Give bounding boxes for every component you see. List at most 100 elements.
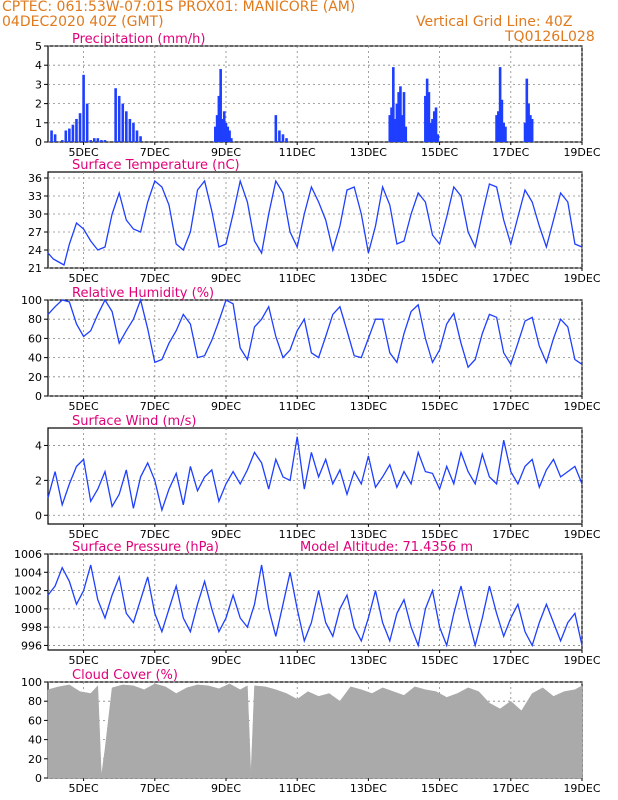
precip-bar (89, 140, 93, 142)
precip-bar (285, 138, 288, 142)
y-tick-label: 3 (35, 78, 42, 91)
x-tick-label: 19DEC (563, 272, 600, 285)
x-tick-label: 11DEC (279, 272, 316, 285)
x-tick-label: 15DEC (421, 272, 458, 285)
series-line (47, 436, 583, 513)
panel-title: Cloud Cover (%) (72, 668, 178, 683)
x-tick-label: 9DEC (211, 528, 241, 541)
precip-bar (217, 95, 221, 142)
precip-bar (424, 95, 427, 142)
x-tick-label: 17DEC (492, 528, 529, 541)
precip-bar (96, 138, 100, 142)
series-line (47, 297, 583, 369)
precip-bar (135, 130, 139, 142)
x-tick-label: 5DEC (69, 782, 99, 795)
precip-bar (397, 92, 400, 142)
panel-frame (47, 299, 583, 397)
precip-bar (500, 99, 504, 142)
precip-bar (53, 134, 57, 142)
y-tick-label: 0 (35, 136, 42, 149)
x-tick-label: 17DEC (492, 146, 529, 159)
precip-bar (85, 103, 89, 142)
precip-bar (523, 122, 527, 142)
precip-bar (222, 111, 226, 142)
y-tick-label: 33 (28, 190, 42, 203)
precip-bar (278, 130, 281, 142)
precip-bar (68, 128, 71, 142)
y-tick-label: 21 (28, 262, 42, 275)
panel-frame (47, 427, 583, 525)
precip-bar (281, 134, 285, 142)
x-tick-label: 13DEC (350, 400, 387, 413)
x-tick-label: 17DEC (492, 272, 529, 285)
panel-title: Surface Temperature (nC) (72, 158, 240, 173)
x-tick-label: 19DEC (563, 782, 600, 795)
panel-title: Precipitation (mm/h) (72, 32, 205, 47)
precip-bar (427, 92, 431, 142)
cloud-area (47, 683, 583, 779)
x-tick-label: 13DEC (350, 272, 387, 285)
precip-bar (497, 111, 500, 142)
precip-bar (400, 115, 404, 142)
y-tick-label: 100 (21, 676, 42, 689)
precip-bar (132, 122, 135, 142)
precip-bar (390, 107, 393, 142)
precip-bar (502, 122, 505, 142)
precip-bar (228, 130, 231, 142)
precip-bar (392, 67, 395, 142)
precip-bar (230, 138, 233, 142)
y-tick-label: 30 (28, 208, 42, 221)
x-tick-label: 17DEC (492, 400, 529, 413)
precip-bar (504, 126, 507, 142)
y-tick-label: 4 (35, 59, 42, 72)
panel-5: 0 20 40 60 80 100 5DEC 7DEC 9DEC 11DEC 13DEC 15DEC 1… (21, 668, 601, 795)
precip-bar (399, 86, 402, 142)
precip-bar (402, 92, 406, 142)
precip-bar (529, 115, 532, 142)
x-tick-label: 11DEC (279, 654, 316, 667)
run-date: 04DEC2020 40Z (GMT) (2, 14, 164, 30)
x-tick-label: 19DEC (563, 146, 600, 159)
precip-bar (434, 107, 438, 142)
precip-bar (224, 122, 228, 142)
x-tick-label: 5DEC (69, 654, 99, 667)
y-tick-label: 80 (28, 695, 42, 708)
x-tick-label: 11DEC (279, 782, 316, 795)
y-tick-label: 1000 (14, 603, 42, 616)
precip-bar (530, 118, 534, 142)
x-tick-label: 5DEC (69, 146, 99, 159)
y-tick-label: 80 (28, 313, 42, 326)
precip-bar (425, 78, 429, 142)
precip-bar (60, 140, 64, 142)
precip-bar (498, 67, 502, 142)
precip-bar (139, 136, 142, 142)
precip-bar (226, 126, 230, 142)
x-tick-label: 15DEC (421, 400, 458, 413)
y-tick-label: 1004 (14, 566, 42, 579)
x-tick-label: 15DEC (421, 782, 458, 795)
precip-bar (429, 122, 432, 142)
panel-title: Surface Wind (m/s) (72, 414, 196, 429)
x-tick-label: 19DEC (563, 654, 600, 667)
precip-bar (103, 140, 107, 142)
y-tick-label: 5 (35, 40, 42, 53)
panel-0: 0 1 2 3 4 5 5DEC 7DEC 9DEC 11DEC 13DEC 15DEC 17DEC 19… (35, 32, 601, 159)
y-tick-label: 24 (28, 244, 42, 257)
precip-bar (436, 134, 440, 142)
series-line (47, 178, 583, 266)
precip-bar (215, 115, 219, 142)
precip-bar (495, 115, 498, 142)
x-tick-label: 11DEC (279, 146, 316, 159)
y-tick-label: 100 (21, 294, 42, 307)
y-tick-label: 0 (35, 772, 42, 785)
precip-bar (121, 103, 125, 142)
panel-4: 996 998 1000 1002 1004 1006 5DEC 7DEC 9DEC 11DEC 1… (14, 540, 601, 667)
panel-3: 0 2 4 5DEC 7DEC 9DEC 11DEC 13DEC 15DEC 17DEC 19DEC… (35, 414, 601, 541)
station-line: CPTEC: 061:53W-07:01S PROX01: MANICORE (… (2, 0, 356, 15)
x-tick-label: 13DEC (350, 146, 387, 159)
panel-2: 0 20 40 60 80 100 5DEC 7DEC 9DEC 11DEC 13DEC 15DEC 1… (21, 286, 601, 413)
precip-bar (50, 130, 53, 142)
series-line (47, 564, 583, 648)
x-tick-label: 9DEC (211, 146, 241, 159)
precip-bar (393, 118, 397, 142)
